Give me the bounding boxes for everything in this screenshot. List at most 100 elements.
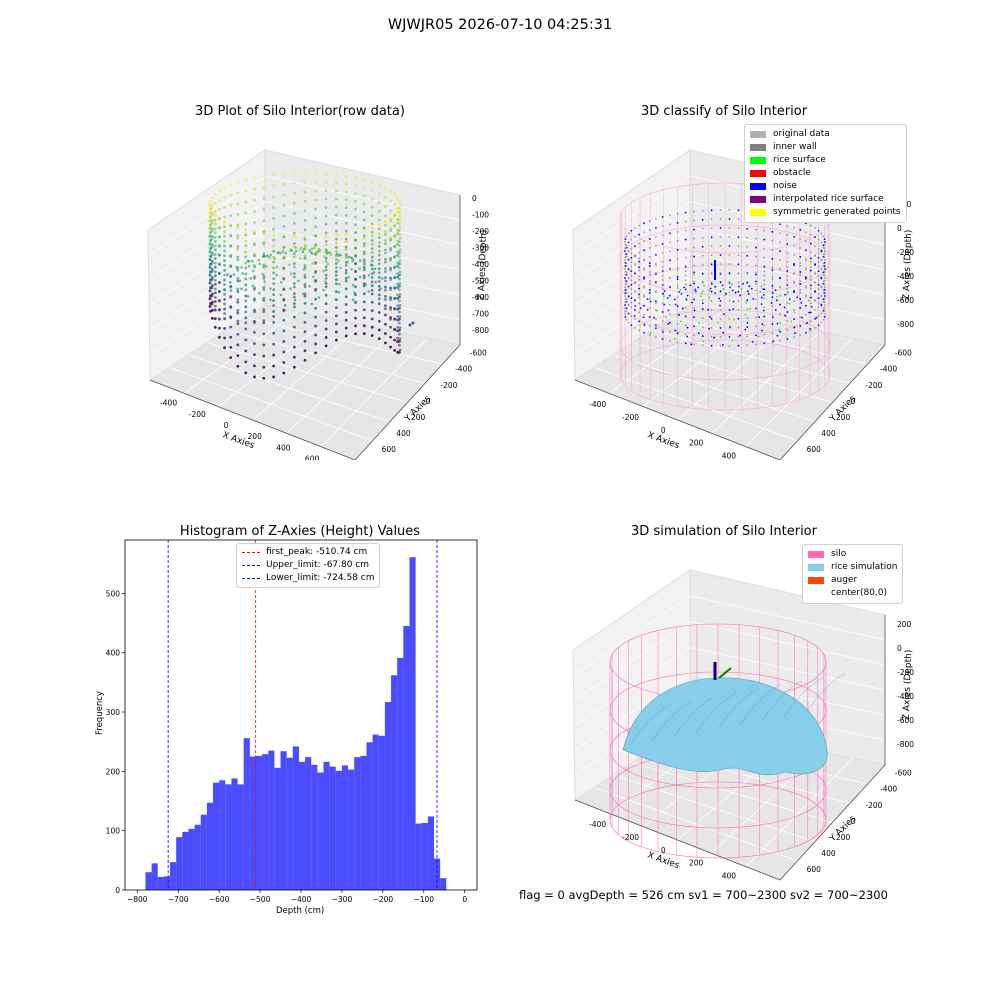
class-point <box>786 288 789 290</box>
ring-point <box>223 292 226 296</box>
class-point <box>820 286 823 289</box>
surface-point <box>226 273 229 276</box>
x-tick-label: −100 <box>413 895 434 904</box>
p1-grid <box>149 175 266 256</box>
ring-point <box>262 321 266 325</box>
ring-point <box>334 205 338 209</box>
class-point <box>676 323 679 326</box>
class-point <box>742 282 744 285</box>
class-point <box>676 269 679 272</box>
ring-point <box>209 309 212 313</box>
ring-point <box>344 174 348 178</box>
ring-point <box>398 255 401 259</box>
class-point <box>693 246 695 249</box>
ring-point <box>244 178 248 182</box>
ring-point <box>208 242 212 246</box>
legend-swatch <box>808 551 824 558</box>
ring-point <box>213 235 217 239</box>
p1-x-tick-label: 0 <box>224 421 229 430</box>
ring-point <box>389 258 392 262</box>
ring-point <box>244 272 248 276</box>
class-point <box>624 268 626 270</box>
class-point <box>755 273 757 276</box>
p1-x-tick-label: -200 <box>189 410 206 419</box>
ring-point <box>370 309 374 313</box>
class-point <box>630 256 633 259</box>
ring-point <box>334 249 338 253</box>
class-point <box>779 259 781 262</box>
ring-point <box>292 171 296 175</box>
class-point <box>654 318 657 321</box>
ring-point <box>396 307 400 311</box>
class-point <box>624 247 627 250</box>
class-point <box>822 280 825 283</box>
class-point <box>630 315 633 318</box>
class-point <box>719 227 722 229</box>
ring-point <box>362 186 366 190</box>
class-point <box>771 230 774 233</box>
ring-point <box>396 286 400 290</box>
ring-point <box>253 353 256 357</box>
class-point <box>676 230 679 233</box>
ring-point <box>218 308 221 311</box>
class-point <box>625 280 628 283</box>
ring-point <box>398 233 401 236</box>
ring-point <box>362 308 366 312</box>
p1-z-tick-label: -300 <box>472 244 489 253</box>
class-point <box>638 320 641 323</box>
ring-point <box>272 238 276 242</box>
surface-point <box>268 256 271 259</box>
ring-point <box>303 264 307 267</box>
class-point <box>638 284 641 287</box>
ring-point <box>253 265 256 269</box>
class-point <box>654 291 657 294</box>
surface-point <box>247 265 251 268</box>
ring-point <box>253 310 256 314</box>
class-point <box>624 295 626 297</box>
class-point <box>776 322 779 325</box>
ring-point <box>370 284 374 288</box>
p4-x-tick-label: 600 <box>755 884 770 885</box>
class-point <box>817 288 820 291</box>
class-point <box>694 288 697 291</box>
class-point <box>809 269 812 272</box>
ring-point <box>262 232 266 236</box>
class-point <box>710 299 713 302</box>
ring-point <box>218 326 221 330</box>
ring-point <box>354 199 357 203</box>
surface-point <box>326 251 329 255</box>
p2-y-tick-label: 600 <box>807 445 822 454</box>
surface-point <box>312 275 315 279</box>
class-point <box>784 314 786 317</box>
ring-point <box>396 350 400 354</box>
ring-point <box>210 227 214 230</box>
ring-point <box>223 205 226 209</box>
class-point <box>779 339 781 342</box>
class-point <box>748 285 751 288</box>
class-point <box>654 264 657 267</box>
surface-point <box>358 267 361 270</box>
class-point <box>801 316 803 319</box>
p1-grid <box>264 227 461 271</box>
class-point <box>710 344 713 347</box>
ring-point <box>396 228 400 232</box>
class-point <box>693 309 696 312</box>
ring-point <box>384 186 387 190</box>
ring-point <box>253 299 256 302</box>
ring-point <box>393 307 397 310</box>
legend-line-swatch <box>242 552 260 553</box>
class-point <box>763 229 766 232</box>
class-point <box>669 277 671 280</box>
ring-point <box>282 235 286 239</box>
class-point <box>793 280 796 283</box>
class-point <box>746 281 749 284</box>
class-point <box>634 305 637 307</box>
class-point <box>679 288 682 291</box>
surface-point <box>324 280 327 283</box>
class-point <box>731 289 734 292</box>
ring-point <box>384 313 387 317</box>
class-point <box>710 290 713 293</box>
ring-point <box>223 234 226 238</box>
ring-point <box>334 278 338 282</box>
class-point <box>763 247 766 250</box>
